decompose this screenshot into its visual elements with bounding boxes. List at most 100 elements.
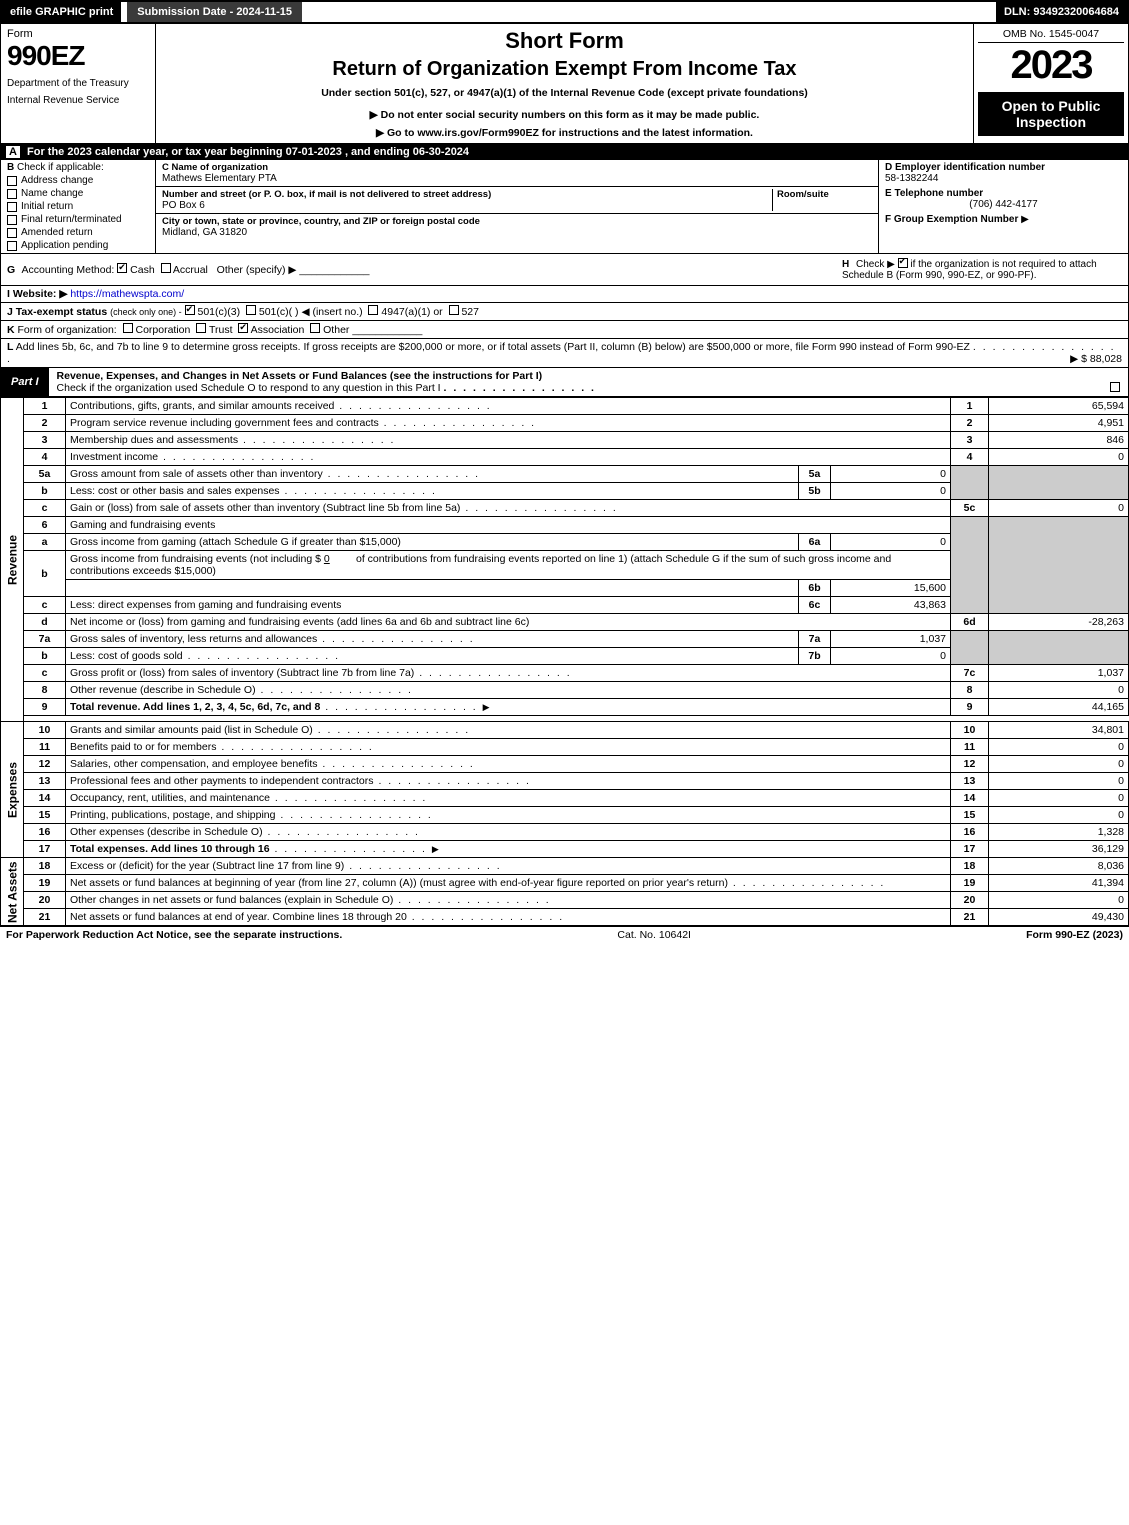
line-6: 6Gaming and fundraising events <box>1 517 1129 534</box>
phone-value: (706) 442-4177 <box>885 199 1122 210</box>
checkbox-icon[interactable] <box>7 202 17 212</box>
return-of-title: Return of Organization Exempt From Incom… <box>166 58 963 81</box>
header-right: OMB No. 1545-0047 2023 Open to Public In… <box>973 24 1128 143</box>
submission-date: Submission Date - 2024-11-15 <box>127 2 302 22</box>
d-label: D Employer identification number <box>885 162 1122 173</box>
row-k: K Form of organization: Corporation Trus… <box>0 321 1129 339</box>
col-c: C Name of organization Mathews Elementar… <box>156 160 878 253</box>
line-5c: cGain or (loss) from sale of assets othe… <box>1 500 1129 517</box>
chk-corp[interactable] <box>123 323 133 333</box>
chk-501c[interactable] <box>246 305 256 315</box>
c-name-label: C Name of organization <box>162 162 872 173</box>
line-6d: dNet income or (loss) from gaming and fu… <box>1 614 1129 631</box>
letter-k: K <box>7 324 15 336</box>
org-name: Mathews Elementary PTA <box>162 173 872 184</box>
chk-final-return[interactable]: Final return/terminated <box>7 214 149 225</box>
chk-address-change[interactable]: Address change <box>7 175 149 186</box>
form-header: Form 990EZ Department of the Treasury In… <box>0 24 1129 144</box>
checkbox-icon[interactable] <box>7 189 17 199</box>
addr-row: Number and street (or P. O. box, if mail… <box>156 187 878 214</box>
line-14: 14Occupancy, rent, utilities, and mainte… <box>1 790 1129 807</box>
under-section: Under section 501(c), 527, or 4947(a)(1)… <box>166 87 963 99</box>
org-name-row: C Name of organization Mathews Elementar… <box>156 160 878 187</box>
lines-table: Revenue 1Contributions, gifts, grants, a… <box>0 397 1129 926</box>
addr-label: Number and street (or P. O. box, if mail… <box>162 189 772 200</box>
row-l: L Add lines 5b, 6c, and 7b to line 9 to … <box>0 339 1129 368</box>
line-20: 20Other changes in net assets or fund ba… <box>1 892 1129 909</box>
checkbox-icon[interactable] <box>7 228 17 238</box>
letter-l: L <box>7 341 13 353</box>
form-number: 990EZ <box>7 40 149 72</box>
line-10: Expenses 10Grants and similar amounts pa… <box>1 722 1129 739</box>
chk-4947[interactable] <box>368 305 378 315</box>
part1-header: Part I Revenue, Expenses, and Changes in… <box>0 368 1129 397</box>
do-not-enter: ▶ Do not enter social security numbers o… <box>166 109 963 121</box>
letter-j: J <box>7 306 13 318</box>
chk-501c3[interactable] <box>185 305 195 315</box>
f-row: F Group Exemption Number ▶ <box>879 212 1128 227</box>
addr-value: PO Box 6 <box>162 200 772 211</box>
room-label: Room/suite <box>777 189 872 200</box>
section-bcdef: B Check if applicable: Address change Na… <box>0 160 1129 254</box>
line-7a: 7aGross sales of inventory, less returns… <box>1 631 1129 648</box>
chk-cash[interactable] <box>117 263 127 273</box>
part1-num: Part I <box>1 374 49 390</box>
city-label: City or town, state or province, country… <box>162 216 872 227</box>
dept-irs: Internal Revenue Service <box>7 95 149 106</box>
g-label: Accounting Method: <box>22 264 115 276</box>
checkbox-icon[interactable] <box>7 215 17 225</box>
letter-a: A <box>6 146 20 158</box>
website-link[interactable]: https://mathewspta.com/ <box>70 288 184 300</box>
checkbox-icon[interactable] <box>7 176 17 186</box>
row-j: J Tax-exempt status (check only one) ‐ 5… <box>0 303 1129 321</box>
letter-b: B <box>7 162 14 173</box>
chk-other-org[interactable] <box>310 323 320 333</box>
omb-number: OMB No. 1545-0047 <box>978 28 1124 43</box>
letter-h: H <box>842 259 849 270</box>
expenses-label: Expenses <box>1 722 24 858</box>
footer-catno: Cat. No. 10642I <box>617 929 691 941</box>
checkbox-icon[interactable] <box>7 241 17 251</box>
chk-trust[interactable] <box>196 323 206 333</box>
chk-h[interactable] <box>898 258 908 268</box>
open-to-public: Open to Public Inspection <box>978 92 1124 136</box>
row-gh: G Accounting Method: Cash Accrual Other … <box>0 254 1129 286</box>
header-left: Form 990EZ Department of the Treasury In… <box>1 24 156 143</box>
line-5a: 5aGross amount from sale of assets other… <box>1 466 1129 483</box>
city-row: City or town, state or province, country… <box>156 214 878 240</box>
line-21: 21Net assets or fund balances at end of … <box>1 909 1129 926</box>
col-def: D Employer identification number 58-1382… <box>878 160 1128 253</box>
line-12: 12Salaries, other compensation, and empl… <box>1 756 1129 773</box>
chk-527[interactable] <box>449 305 459 315</box>
letter-g: G <box>7 264 15 276</box>
footer-left: For Paperwork Reduction Act Notice, see … <box>6 929 342 941</box>
short-form-title: Short Form <box>166 28 963 54</box>
efile-label[interactable]: efile GRAPHIC print <box>2 2 121 22</box>
line-1: Revenue 1Contributions, gifts, grants, a… <box>1 398 1129 415</box>
dept-treasury: Department of the Treasury <box>7 78 149 89</box>
line-15: 15Printing, publications, postage, and s… <box>1 807 1129 824</box>
chk-part1-scho[interactable] <box>1110 382 1120 392</box>
topbar: efile GRAPHIC print Submission Date - 20… <box>0 0 1129 24</box>
line-16: 16Other expenses (describe in Schedule O… <box>1 824 1129 841</box>
col-b: B Check if applicable: Address change Na… <box>1 160 156 253</box>
line-9: 9Total revenue. Add lines 1, 2, 3, 4, 5c… <box>1 699 1129 716</box>
chk-application-pending[interactable]: Application pending <box>7 240 149 251</box>
line-3: 3Membership dues and assessments3846 <box>1 432 1129 449</box>
row-a: A For the 2023 calendar year, or tax yea… <box>0 144 1129 160</box>
chk-name-change[interactable]: Name change <box>7 188 149 199</box>
line-13: 13Professional fees and other payments t… <box>1 773 1129 790</box>
netassets-label: Net Assets <box>1 858 24 926</box>
header-center: Short Form Return of Organization Exempt… <box>156 24 973 143</box>
chk-accrual[interactable] <box>161 263 171 273</box>
line-19: 19Net assets or fund balances at beginni… <box>1 875 1129 892</box>
chk-amended[interactable]: Amended return <box>7 227 149 238</box>
chk-initial-return[interactable]: Initial return <box>7 201 149 212</box>
goto-link: ▶ Go to www.irs.gov/Form990EZ for instru… <box>166 127 963 139</box>
line-4: 4Investment income40 <box>1 449 1129 466</box>
e-label: E Telephone number <box>885 188 1122 199</box>
line-11: 11Benefits paid to or for members110 <box>1 739 1129 756</box>
h-block: H Check ▶ if the organization is not req… <box>842 258 1122 281</box>
line-17: 17Total expenses. Add lines 10 through 1… <box>1 841 1129 858</box>
chk-assoc[interactable] <box>238 323 248 333</box>
